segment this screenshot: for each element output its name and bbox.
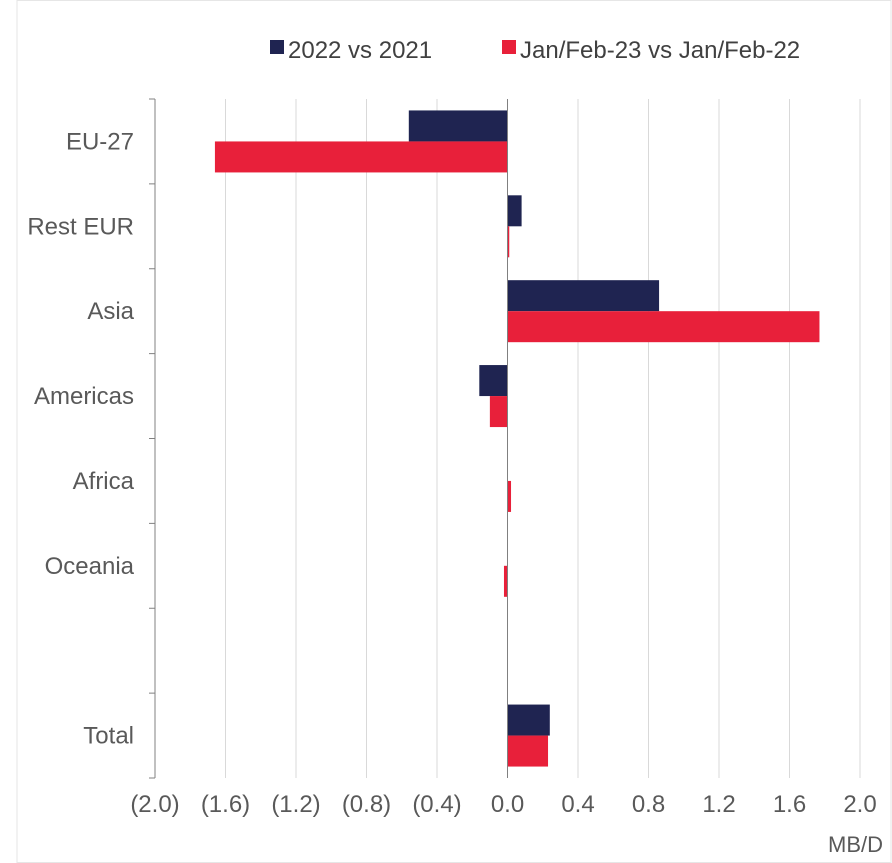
x-tick-label: 1.2 <box>702 791 735 818</box>
bar <box>479 365 508 397</box>
category-label: EU-27 <box>66 128 134 155</box>
bar <box>214 141 508 173</box>
x-tick-label: 1.6 <box>773 791 806 818</box>
x-tick-label: 0.4 <box>561 791 594 818</box>
x-tick-label: (2.0) <box>130 791 179 818</box>
x-tick-label: (0.4) <box>412 791 461 818</box>
legend-swatch-series-2 <box>502 40 516 54</box>
bar <box>507 195 522 227</box>
bar <box>507 735 549 767</box>
bar <box>408 110 508 142</box>
category-labels: EU-27 Rest EUR Asia Americas Africa Oceania To… <box>27 128 134 749</box>
bar <box>507 704 550 736</box>
bar <box>503 565 508 597</box>
category-label: Americas <box>34 383 134 410</box>
x-axis-unit-label: MB/D <box>828 832 883 857</box>
legend: 2022 vs 2021 Jan/Feb-23 vs Jan/Feb-22 <box>270 37 800 64</box>
legend-label-series-1: 2022 vs 2021 <box>288 37 432 64</box>
x-tick-label: (0.8) <box>342 791 391 818</box>
legend-label-series-2: Jan/Feb-23 vs Jan/Feb-22 <box>520 37 800 64</box>
gridlines <box>225 99 861 778</box>
bar <box>507 480 512 512</box>
category-label: Asia <box>87 298 134 325</box>
bar <box>507 311 820 343</box>
x-tick-label: 2.0 <box>843 791 876 818</box>
category-label: Total <box>83 723 134 750</box>
x-tick-label: (1.2) <box>271 791 320 818</box>
category-label: Africa <box>73 468 135 495</box>
x-tick-label: (1.6) <box>201 791 250 818</box>
x-tick-label: 0.8 <box>632 791 665 818</box>
category-label: Rest EUR <box>27 213 134 240</box>
bar <box>507 280 660 312</box>
axes <box>149 98 508 779</box>
bars <box>214 110 820 767</box>
bar <box>507 226 510 258</box>
x-tick-label: 0.0 <box>491 791 524 818</box>
bar <box>489 396 508 428</box>
category-label: Oceania <box>45 553 135 580</box>
legend-swatch-series-1 <box>270 40 284 54</box>
x-tick-labels: (2.0) (1.6) (1.2) (0.8) (0.4) 0.0 0.4 0.8 1.2 1.6… <box>130 791 876 818</box>
